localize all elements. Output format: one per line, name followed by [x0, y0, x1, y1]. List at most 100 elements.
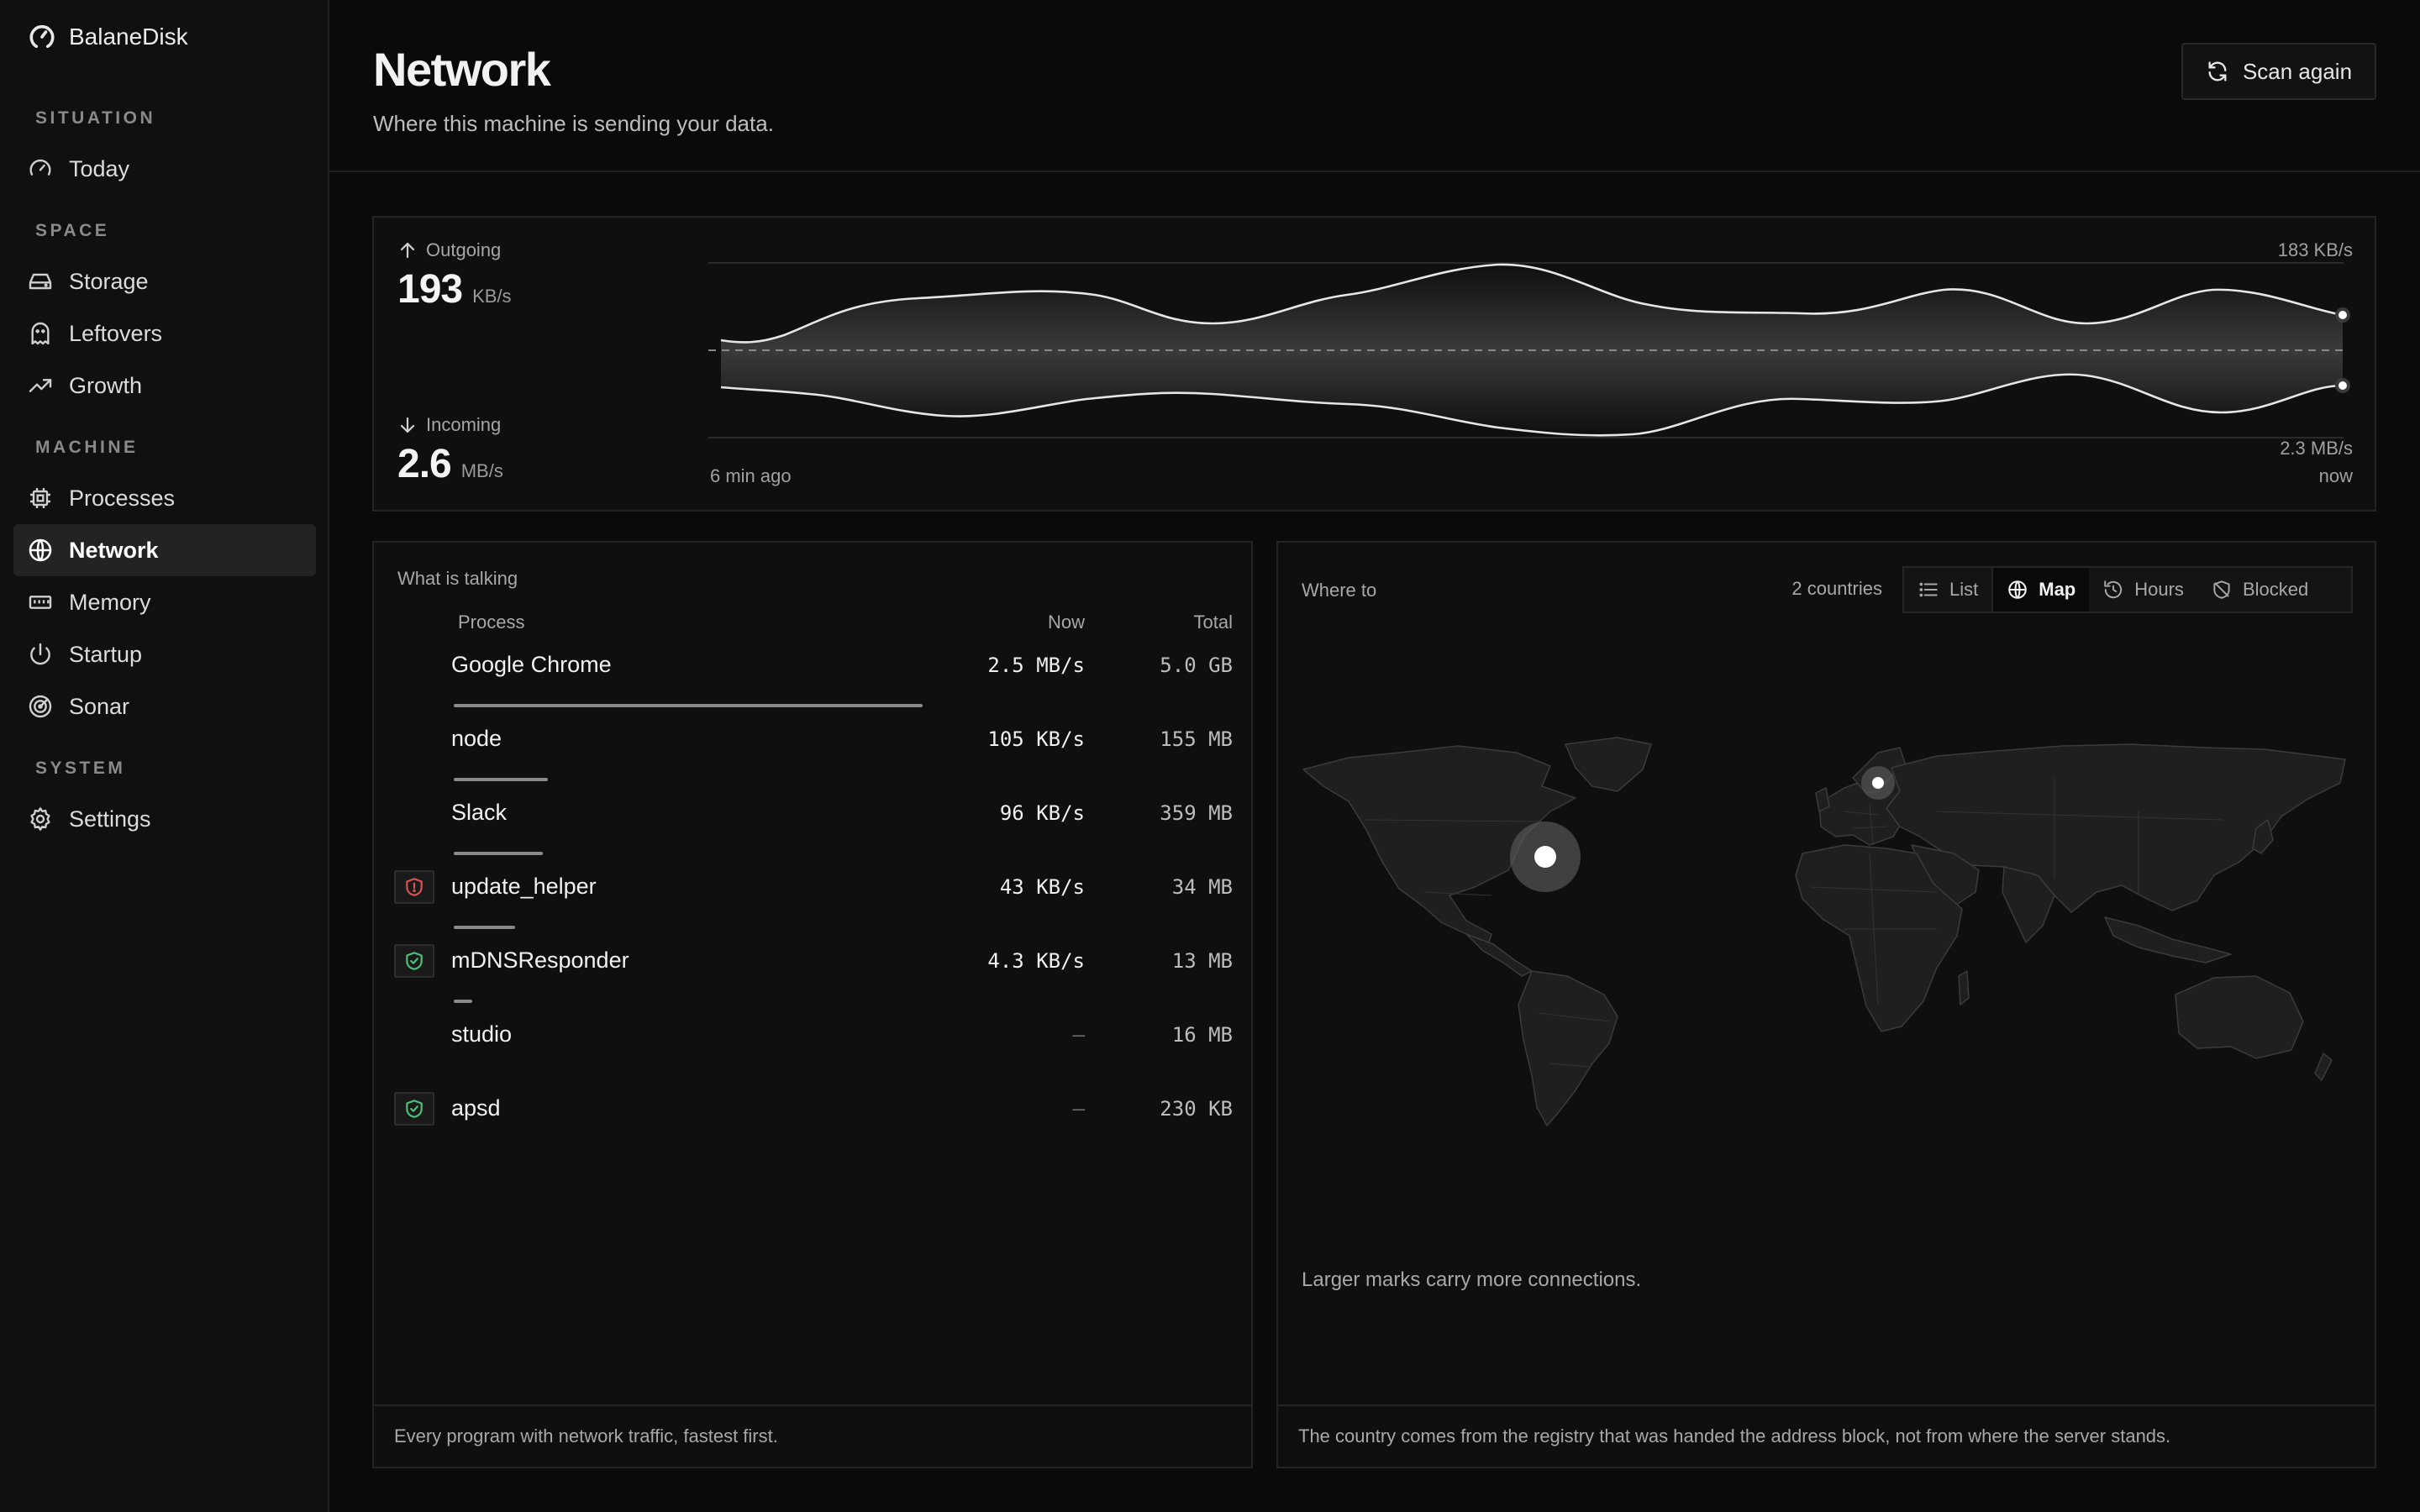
globe-icon	[29, 538, 52, 562]
sidebar-item-network[interactable]: Network	[13, 524, 316, 576]
arrow-up-icon	[400, 242, 415, 259]
trusted-badge[interactable]	[394, 944, 434, 978]
history-icon	[2104, 580, 2123, 599]
section-label-machine: MACHINE	[35, 438, 139, 457]
outgoing-line	[720, 263, 2344, 344]
process-row[interactable]: node 105 KB/s 155 MB	[374, 722, 1251, 796]
land-southeast-asia	[2104, 916, 2232, 963]
section-label-situation: SITUATION	[35, 108, 156, 128]
time-start-label: 6 min ago	[710, 465, 792, 486]
page-header: Network Where this machine is sending yo…	[329, 0, 2420, 172]
country-count: 2 countries	[1791, 578, 1882, 599]
shield-check-icon	[406, 1100, 423, 1118]
column-header-now[interactable]: Now	[1047, 612, 1085, 633]
process-total: 16 MB	[1171, 1023, 1233, 1047]
process-total: 230 KB	[1160, 1097, 1233, 1121]
process-rate-bar	[454, 852, 543, 855]
sidebar-item-growth[interactable]: Growth	[13, 360, 316, 412]
sidebar-item-label: Startup	[69, 641, 143, 667]
shield-check-icon	[406, 952, 423, 970]
process-rate: —	[1072, 1097, 1085, 1121]
page-subtitle: Where this machine is sending your data.	[373, 111, 774, 136]
cpu-icon	[30, 488, 50, 508]
border-south-america	[1538, 1012, 1610, 1068]
view-switcher: List Map Hours Blocked	[1902, 566, 2353, 613]
incoming-metric: Incoming 2.6 MB/s	[397, 414, 503, 487]
sidebar-item-label: Settings	[69, 806, 151, 832]
traffic-wave-chart	[708, 262, 2350, 438]
scan-again-label: Scan again	[2242, 58, 2353, 84]
section-label-system: SYSTEM	[35, 759, 126, 778]
brand[interactable]: BalaneDisk	[27, 22, 188, 52]
outgoing-endpoint	[2335, 307, 2350, 323]
radar-icon	[29, 695, 52, 718]
sidebar-item-sonar[interactable]: Sonar	[13, 680, 316, 732]
connection-marker-united-states[interactable]	[1534, 846, 1556, 868]
trend-up-icon	[29, 379, 52, 392]
connection-marker-sweden[interactable]	[1872, 777, 1884, 789]
view-tab-hours[interactable]: Hours	[2089, 568, 2197, 612]
process-rate: 96 KB/s	[999, 801, 1085, 825]
view-tab-map[interactable]: Map	[1993, 568, 2090, 612]
globe-icon	[2008, 580, 2028, 599]
warning-badge[interactable]	[394, 870, 434, 904]
land-australia	[2175, 975, 2304, 1059]
gauge-logo-icon	[29, 24, 55, 49]
sidebar-item-processes[interactable]: Processes	[13, 472, 316, 524]
land-south-america	[1518, 970, 1618, 1126]
column-header-process[interactable]: Process	[458, 612, 525, 633]
app-name: BalaneDisk	[69, 24, 188, 50]
process-row[interactable]: Slack 96 KB/s 359 MB	[374, 796, 1251, 870]
sidebar-item-label: Network	[69, 537, 159, 563]
border-asia	[1936, 778, 2223, 895]
process-row[interactable]: mDNSResponder 4.3 KB/s 13 MB	[374, 944, 1251, 1018]
process-name: mDNSResponder	[451, 948, 629, 973]
column-header-total[interactable]: Total	[1193, 612, 1233, 633]
process-row[interactable]: Google Chrome 2.5 MB/s 5.0 GB	[374, 648, 1251, 722]
bottom-scale-label: 2.3 MB/s	[2280, 438, 2353, 459]
sidebar-item-today[interactable]: Today	[13, 143, 316, 195]
sidebar-item-label: Storage	[69, 268, 149, 294]
process-row[interactable]: update_helper 43 KB/s 34 MB	[374, 870, 1251, 944]
process-rate-bar	[454, 926, 515, 929]
border-us-mexico	[1423, 891, 1492, 896]
scan-again-button[interactable]: Scan again	[2181, 43, 2376, 100]
outgoing-label: Outgoing	[426, 239, 502, 260]
sidebar-item-settings[interactable]: Settings	[13, 793, 316, 845]
sidebar-item-storage[interactable]: Storage	[13, 255, 316, 307]
process-total: 5.0 GB	[1160, 654, 1233, 677]
process-rate-bar	[454, 778, 548, 781]
destination-panel-footer: The country comes from the registry that…	[1278, 1404, 2375, 1467]
sidebar-item-startup[interactable]: Startup	[13, 628, 316, 680]
arrow-down-icon	[400, 417, 415, 433]
trusted-badge[interactable]	[394, 1092, 434, 1126]
process-row[interactable]: apsd — 230 KB	[374, 1092, 1251, 1166]
process-row[interactable]: studio — 16 MB	[374, 1018, 1251, 1092]
top-scale-label: 183 KB/s	[2277, 239, 2353, 260]
land-india	[2002, 866, 2055, 943]
time-end-label: now	[2318, 465, 2353, 486]
list-icon	[1919, 582, 1938, 597]
incoming-value: 2.6	[397, 442, 452, 486]
memory-icon	[29, 596, 52, 609]
section-label-space: SPACE	[35, 221, 110, 240]
sidebar-item-leftovers[interactable]: Leftovers	[13, 307, 316, 360]
view-tab-blocked[interactable]: Blocked	[2197, 568, 2322, 612]
sidebar: BalaneDisk SITUATION Today SPACE Storage…	[0, 0, 329, 1512]
sidebar-item-memory[interactable]: Memory	[13, 576, 316, 628]
gauge-icon	[29, 159, 51, 176]
process-total: 359 MB	[1160, 801, 1233, 825]
sidebar-item-label: Memory	[69, 589, 151, 615]
border-us-canada	[1365, 819, 1543, 822]
process-total: 13 MB	[1171, 949, 1233, 973]
land-greenland	[1565, 737, 1652, 792]
refresh-icon	[2208, 61, 2227, 81]
process-rate: 43 KB/s	[999, 875, 1085, 899]
view-tab-list[interactable]: List	[1904, 568, 1994, 612]
map-legend-note: Larger marks carry more connections.	[1302, 1268, 1642, 1291]
traffic-card: Outgoing 193 KB/s Incoming 2.6 MB/s	[372, 216, 2376, 512]
incoming-endpoint	[2335, 378, 2350, 393]
process-rate-bar	[454, 704, 923, 707]
destination-panel-title: Where to	[1302, 580, 1377, 601]
sidebar-item-label: Sonar	[69, 693, 130, 719]
